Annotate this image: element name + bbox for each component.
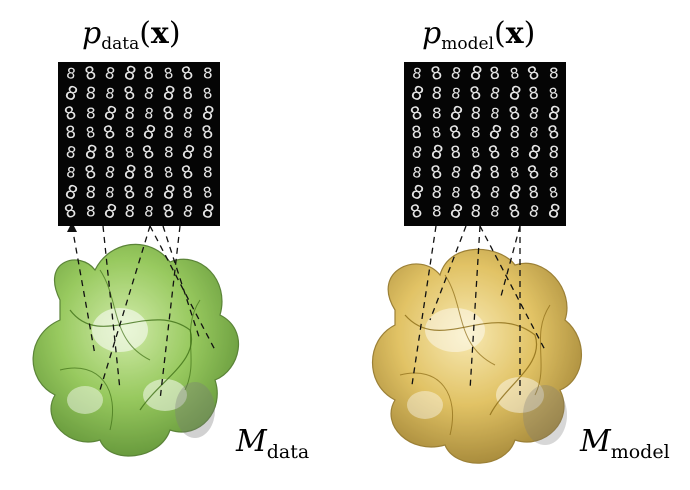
- digit-sample: 8: [449, 143, 462, 164]
- digit-sample: 8: [124, 124, 135, 143]
- digit-sample: 8: [85, 203, 96, 222]
- data-arrow-head: [67, 222, 77, 232]
- digit-sample: 8: [428, 161, 445, 185]
- digit-sample: 8: [181, 83, 194, 105]
- digit-sample: 8: [544, 200, 562, 225]
- data-mapping-lines: [71, 225, 216, 401]
- digit-sample: 8: [431, 203, 442, 222]
- digit-sample: 8: [469, 202, 482, 223]
- digit-sample: 8: [506, 201, 523, 224]
- digit-sample: 8: [469, 103, 482, 125]
- digit-sample: 8: [121, 82, 138, 106]
- digit-sample: 8: [430, 84, 443, 105]
- digit-sample: 8: [489, 203, 501, 222]
- digit-sample: 8: [202, 164, 213, 183]
- digit-sample: 8: [142, 162, 155, 184]
- digit-sample: 8: [508, 123, 521, 144]
- model-mapping-lines: [411, 225, 546, 395]
- digit-sample: 8: [201, 143, 214, 164]
- digit-sample: 8: [61, 201, 80, 225]
- data-manifold-surface: [32, 243, 240, 457]
- digit-sample: 8: [181, 182, 194, 204]
- digit-sample: 8: [467, 82, 484, 106]
- digit-sample: 8: [548, 65, 559, 84]
- digit-sample: 8: [527, 182, 540, 204]
- digit-sample: 8: [123, 202, 136, 223]
- model-manifold-label: Mmodel: [580, 424, 670, 463]
- digit-sample: 8: [431, 104, 442, 124]
- data-manifold-label: Mdata: [236, 424, 310, 463]
- model-distribution-title: pmodel(x): [422, 16, 536, 54]
- digit-sample: 8: [548, 164, 559, 183]
- digit-sample: 8: [430, 182, 443, 204]
- digit-sample: 8: [123, 103, 136, 125]
- digit-sample: 8: [103, 143, 116, 164]
- digit-sample: 8: [82, 161, 99, 185]
- digit-sample: 8: [198, 200, 216, 225]
- digit-sample: 8: [163, 144, 174, 163]
- digit-sample: 8: [85, 104, 96, 124]
- digit-sample: 8: [488, 64, 501, 85]
- digit-sample: 8: [84, 182, 97, 204]
- digit-sample: 8: [162, 123, 175, 144]
- digit-sample: 8: [410, 123, 423, 144]
- digit-sample: 8: [143, 203, 155, 222]
- digit-sample: 8: [84, 84, 97, 105]
- digit-sample: 8: [547, 143, 560, 164]
- digit-sample: 8: [407, 201, 426, 225]
- digit-sample: 8: [202, 65, 213, 84]
- data-distribution-title: pdata(x): [82, 16, 181, 54]
- digit-sample: 8: [64, 123, 77, 144]
- digit-sample: 8: [527, 83, 540, 105]
- digit-sample: 8: [509, 144, 520, 163]
- digit-sample: 8: [160, 201, 177, 224]
- digit-sample: 8: [470, 124, 481, 143]
- digit-sample: 8: [142, 64, 155, 85]
- digit-sample: 8: [488, 162, 501, 184]
